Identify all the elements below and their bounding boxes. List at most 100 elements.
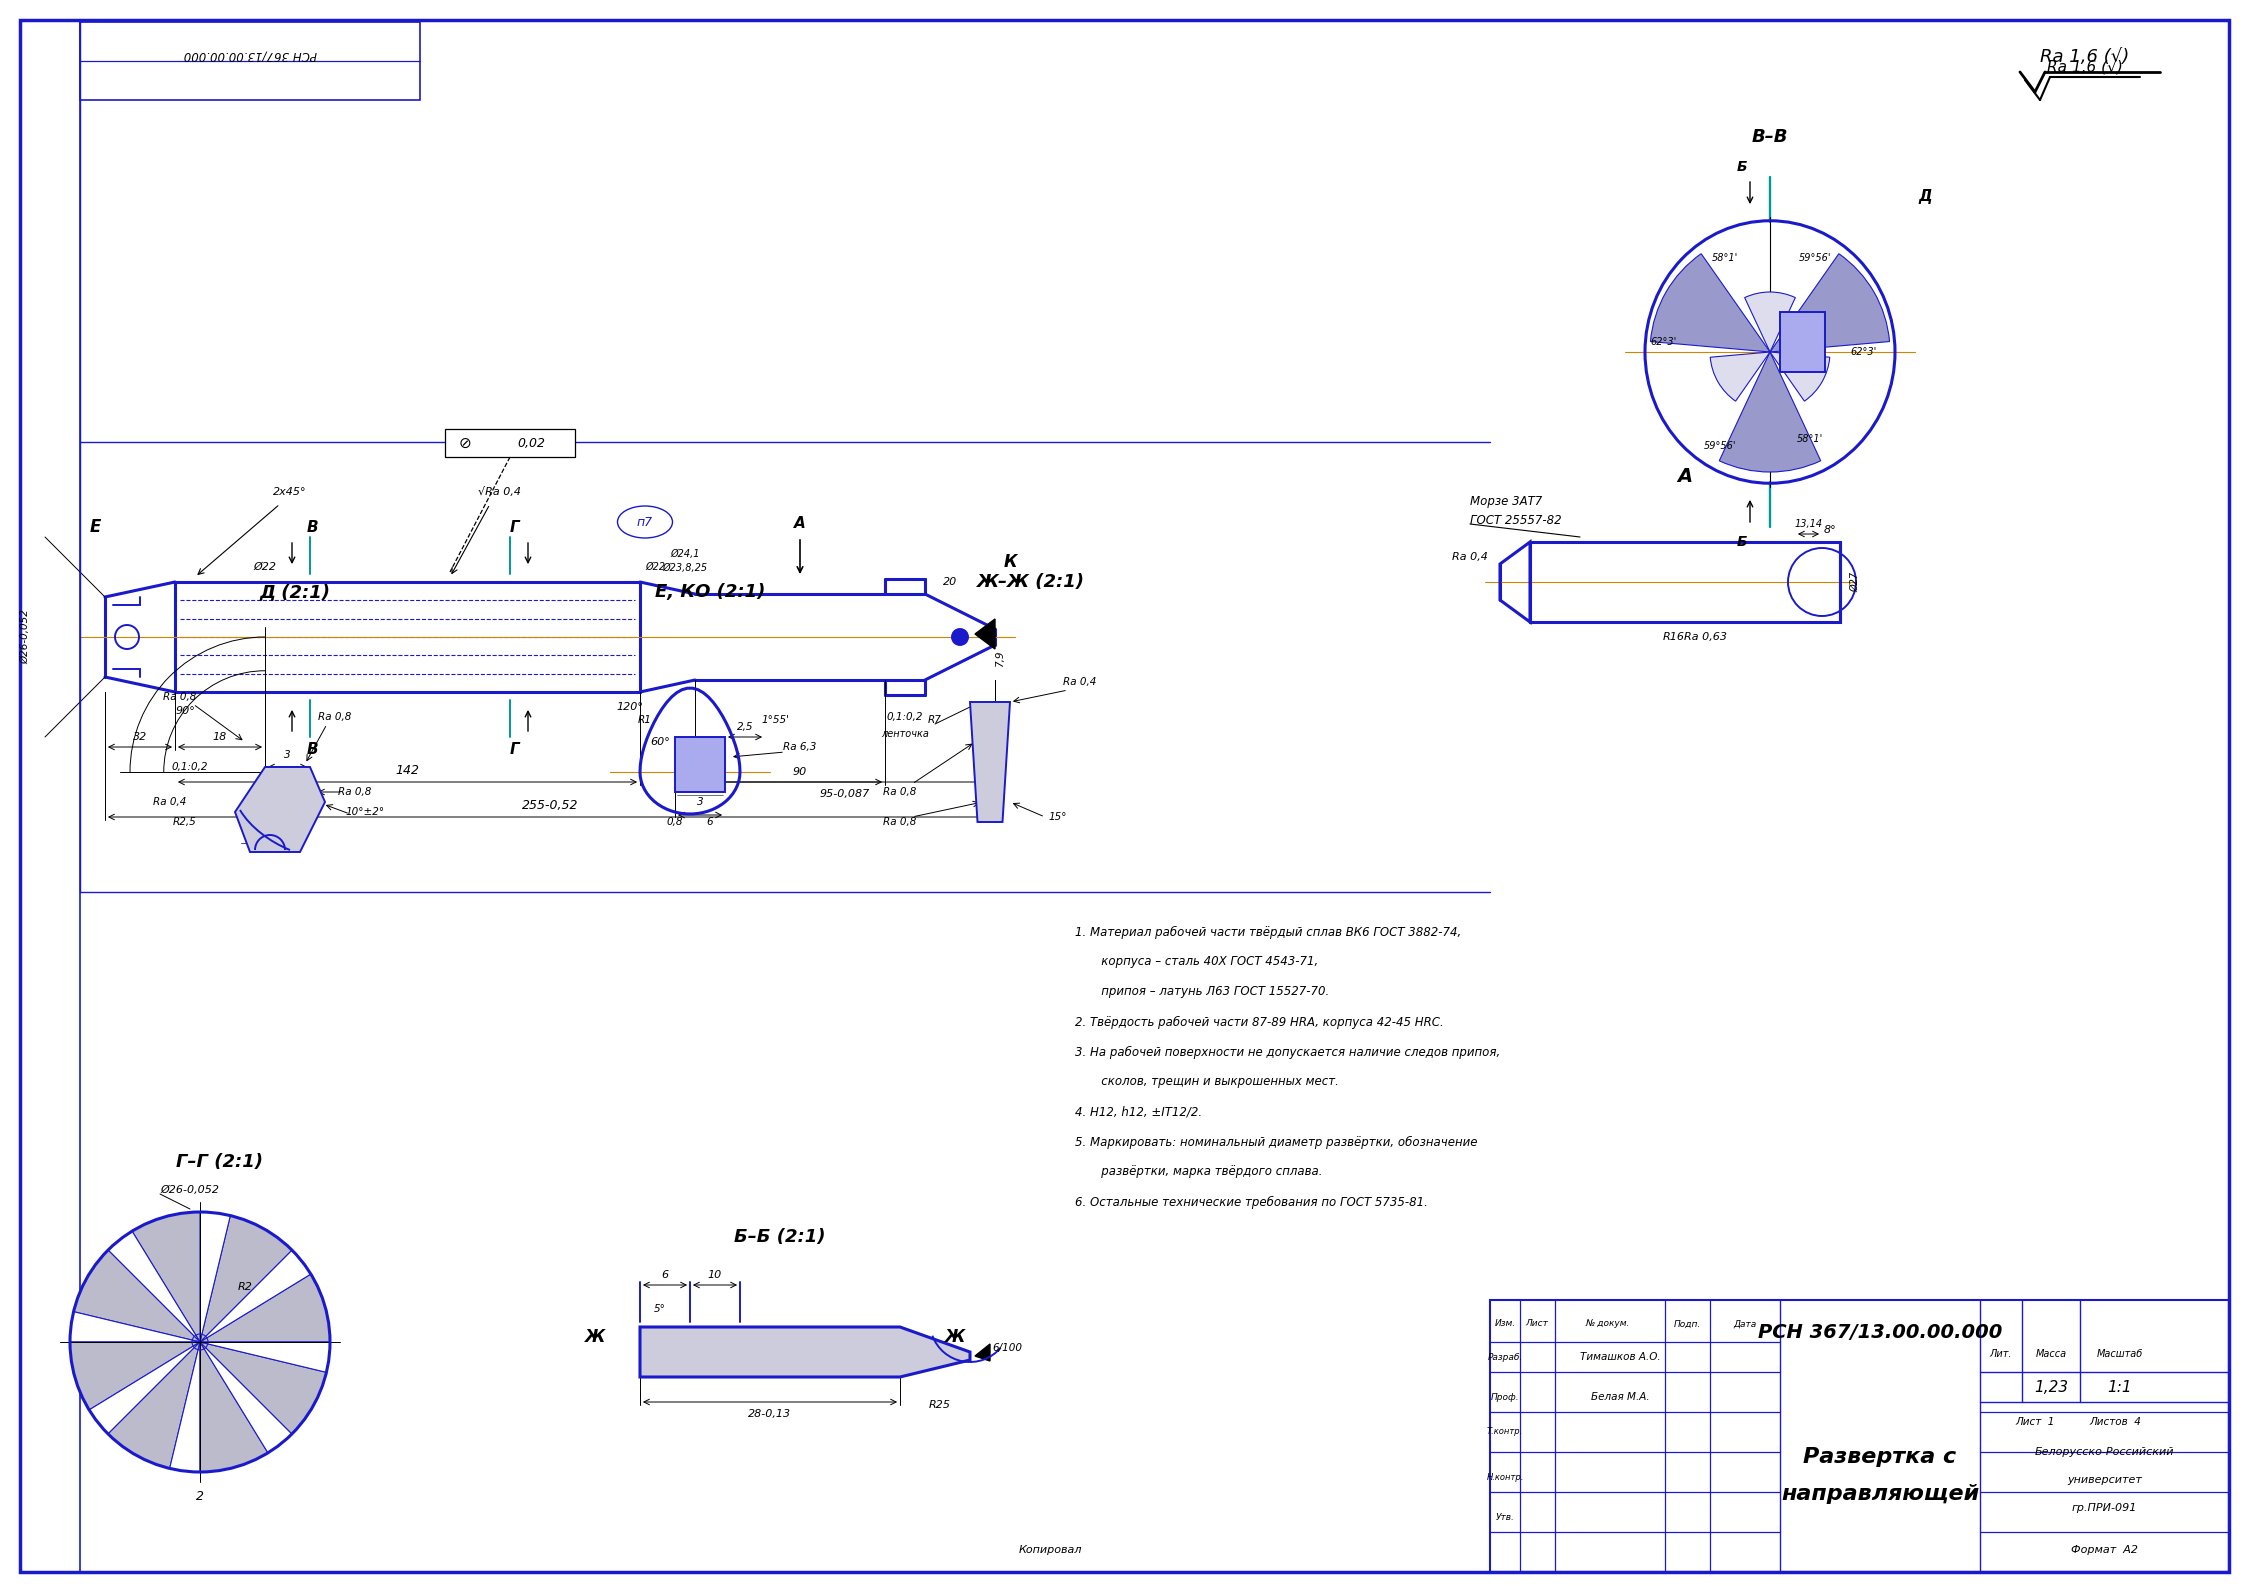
Text: Ra 1,6 (√): Ra 1,6 (√)	[2047, 59, 2123, 75]
Text: Ra 0,4: Ra 0,4	[153, 798, 187, 807]
Text: 10°±2°: 10°±2°	[346, 807, 385, 817]
Text: 255-0,52: 255-0,52	[522, 799, 578, 812]
Text: 59°56': 59°56'	[1705, 441, 1736, 451]
Text: 3. На рабочей поверхности не допускается наличие следов припоя,: 3. На рабочей поверхности не допускается…	[1075, 1046, 1500, 1059]
Text: 59°56': 59°56'	[1799, 253, 1831, 263]
Text: Масса: Масса	[2035, 1348, 2067, 1360]
Text: Ra 0,8: Ra 0,8	[337, 786, 371, 798]
Text: ленточка: ленточка	[882, 729, 929, 739]
Wedge shape	[1651, 253, 1770, 352]
Text: 0,1:0,2: 0,1:0,2	[171, 763, 209, 772]
Text: 60°: 60°	[650, 737, 670, 747]
Text: 7,9: 7,9	[994, 651, 1005, 667]
Text: В: В	[306, 519, 317, 535]
Text: п7: п7	[636, 516, 652, 529]
Text: 58°1': 58°1'	[1711, 253, 1738, 263]
Text: 4. H12, h12, ±IT12/2.: 4. H12, h12, ±IT12/2.	[1075, 1105, 1203, 1119]
Wedge shape	[1709, 352, 1770, 401]
Text: Лист  1: Лист 1	[2015, 1417, 2056, 1426]
Text: Ra 0,8: Ra 0,8	[884, 786, 918, 798]
Text: Ra 0,8: Ra 0,8	[884, 817, 918, 826]
Text: Разраб.: Разраб.	[1487, 1353, 1523, 1361]
Text: Ra 0,4: Ra 0,4	[1453, 552, 1489, 562]
Polygon shape	[976, 1344, 990, 1361]
Text: Утв.: Утв.	[1496, 1512, 1514, 1522]
Wedge shape	[200, 1212, 229, 1342]
Polygon shape	[234, 767, 326, 852]
Text: Б: Б	[1736, 161, 1747, 174]
Wedge shape	[1745, 291, 1795, 352]
Text: 90°: 90°	[175, 707, 196, 716]
Text: Проф.: Проф.	[1491, 1393, 1520, 1401]
Text: Т.контр.: Т.контр.	[1487, 1428, 1523, 1436]
Text: 2. Твёрдость рабочей части 87-89 HRA, корпуса 42-45 HRC.: 2. Твёрдость рабочей части 87-89 HRA, ко…	[1075, 1016, 1444, 1028]
Text: корпуса – сталь 40Х ГОСТ 4543-71,: корпуса – сталь 40Х ГОСТ 4543-71,	[1075, 955, 1318, 968]
Circle shape	[951, 629, 967, 645]
Text: Ra 0,8: Ra 0,8	[164, 693, 196, 702]
Text: Н.контр.: Н.контр.	[1487, 1473, 1523, 1482]
Text: 1. Материал рабочей части твёрдый сплав ВК6 ГОСТ 3882-74,: 1. Материал рабочей части твёрдый сплав …	[1075, 925, 1462, 939]
Text: Морзе 3АТ7: Морзе 3АТ7	[1471, 495, 1543, 508]
Text: 6/100: 6/100	[992, 1344, 1021, 1353]
Text: РСН 367/13.00.00.000: РСН 367/13.00.00.000	[184, 48, 317, 62]
Polygon shape	[641, 1328, 969, 1377]
Text: 142: 142	[396, 764, 421, 777]
Text: Ø24,1: Ø24,1	[670, 549, 699, 559]
Polygon shape	[675, 737, 724, 791]
Text: Лист: Лист	[1525, 1320, 1550, 1328]
Text: ⊘: ⊘	[459, 436, 472, 451]
Text: Б–Б (2:1): Б–Б (2:1)	[733, 1227, 825, 1247]
Wedge shape	[200, 1342, 331, 1372]
Text: 1:1: 1:1	[2107, 1380, 2132, 1395]
Wedge shape	[74, 1250, 200, 1342]
Text: Развертка с: Развертка с	[1804, 1447, 1957, 1466]
Wedge shape	[70, 1312, 200, 1342]
Text: Ж–Ж (2:1): Ж–Ж (2:1)	[976, 573, 1084, 591]
Text: 5°: 5°	[654, 1304, 666, 1313]
Text: 1°55': 1°55'	[760, 715, 789, 724]
Text: Копировал: Копировал	[1019, 1544, 1082, 1555]
Text: 3: 3	[283, 750, 290, 759]
Text: В–В: В–В	[1752, 127, 1788, 146]
Text: 120°: 120°	[616, 702, 643, 712]
Text: Е, КО (2:1): Е, КО (2:1)	[654, 583, 765, 602]
Text: Ж: Ж	[945, 1328, 965, 1345]
Text: РСН 367/13.00.00.000: РСН 367/13.00.00.000	[1759, 1323, 2002, 1342]
Bar	[81, 22, 421, 100]
Text: Белая М.А.: Белая М.А.	[1590, 1391, 1649, 1403]
Text: 32: 32	[133, 732, 146, 742]
Wedge shape	[1770, 253, 1889, 352]
Text: Ra 0,8: Ra 0,8	[319, 712, 351, 723]
Text: R16: R16	[1662, 632, 1685, 642]
Text: Ra 0,63: Ra 0,63	[1685, 632, 1727, 642]
Text: 18: 18	[214, 732, 227, 742]
Text: Изм.: Изм.	[1493, 1320, 1516, 1328]
Text: 62°3': 62°3'	[1651, 338, 1678, 347]
Wedge shape	[1718, 352, 1822, 471]
Bar	[445, 428, 576, 457]
Wedge shape	[90, 1342, 200, 1434]
Text: √Ra 0,4: √Ra 0,4	[479, 487, 522, 497]
Text: 20: 20	[942, 576, 958, 587]
Wedge shape	[200, 1274, 331, 1342]
Text: Е: Е	[90, 517, 101, 537]
Bar	[20, 21, 81, 1571]
Text: 0,8: 0,8	[666, 817, 684, 826]
Text: R2,5: R2,5	[173, 817, 198, 826]
Text: Ж: Ж	[585, 1328, 605, 1345]
Text: R7: R7	[929, 715, 942, 724]
Wedge shape	[200, 1250, 310, 1342]
Polygon shape	[1779, 312, 1824, 373]
Text: Ø27: Ø27	[1851, 572, 1860, 592]
Polygon shape	[969, 702, 1010, 821]
Text: 2х45°: 2х45°	[272, 487, 306, 497]
Text: Г: Г	[511, 519, 520, 535]
Polygon shape	[976, 619, 994, 650]
Text: университет: университет	[2067, 1476, 2141, 1485]
Text: 5. Маркировать: номинальный диаметр развёртки, обозначение: 5. Маркировать: номинальный диаметр разв…	[1075, 1135, 1478, 1148]
Text: Ø26-0,052: Ø26-0,052	[20, 610, 29, 664]
Text: R2: R2	[238, 1282, 252, 1293]
Text: припоя – латунь Л63 ГОСТ 15527-70.: припоя – латунь Л63 ГОСТ 15527-70.	[1075, 985, 1329, 998]
Text: Листов  4: Листов 4	[2089, 1417, 2141, 1426]
Text: Д: Д	[1918, 189, 1932, 204]
